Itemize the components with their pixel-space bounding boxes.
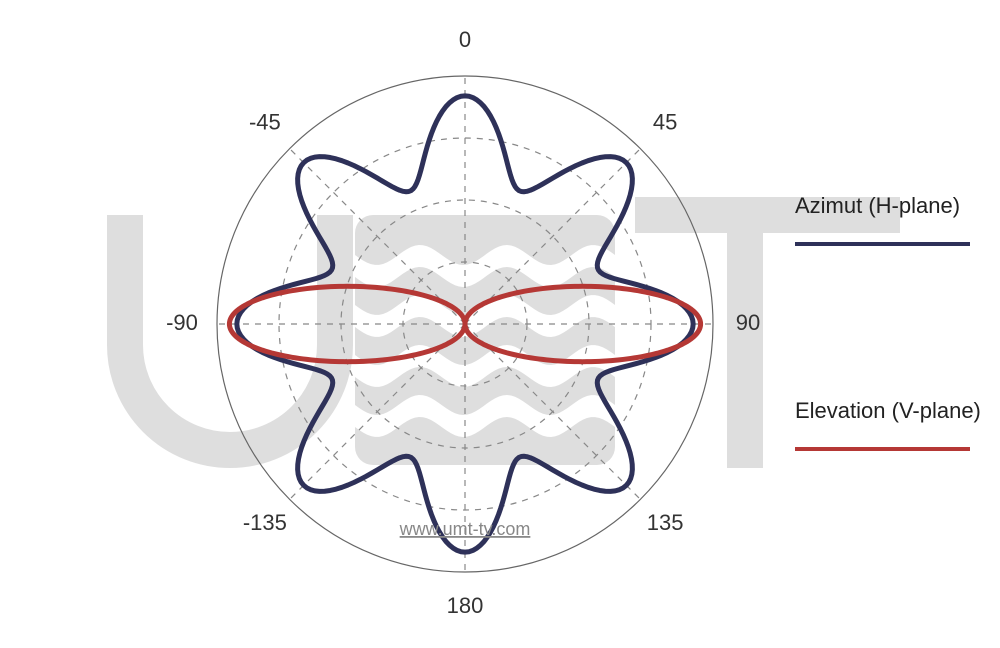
legend-label-elevation: Elevation (V-plane)	[795, 398, 981, 423]
legend-label-azimuth: Azimut (H-plane)	[795, 193, 960, 218]
angle-label: -135	[243, 510, 287, 535]
angle-label: 0	[459, 27, 471, 52]
angle-label: 90	[736, 310, 760, 335]
angle-label: -90	[166, 310, 198, 335]
chart-container: 0 45 90 135 180 -135 -90 -45 Azimut (H-plane) Ele…	[0, 0, 1000, 648]
angle-label: 180	[447, 593, 484, 618]
angle-label: 135	[647, 510, 684, 535]
angle-label: -45	[249, 110, 281, 135]
angle-label: 45	[653, 110, 677, 135]
watermark-url: www.umt-tv.com	[399, 519, 531, 539]
